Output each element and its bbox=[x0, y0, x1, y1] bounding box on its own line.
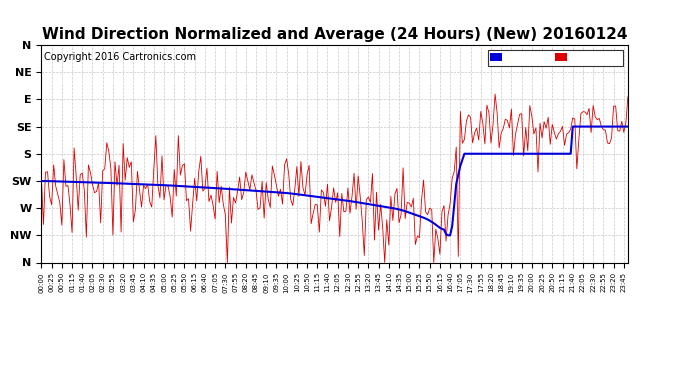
Text: Copyright 2016 Cartronics.com: Copyright 2016 Cartronics.com bbox=[44, 51, 197, 62]
Legend: Average, Direction: Average, Direction bbox=[488, 50, 623, 66]
Title: Wind Direction Normalized and Average (24 Hours) (New) 20160124: Wind Direction Normalized and Average (2… bbox=[42, 27, 627, 42]
